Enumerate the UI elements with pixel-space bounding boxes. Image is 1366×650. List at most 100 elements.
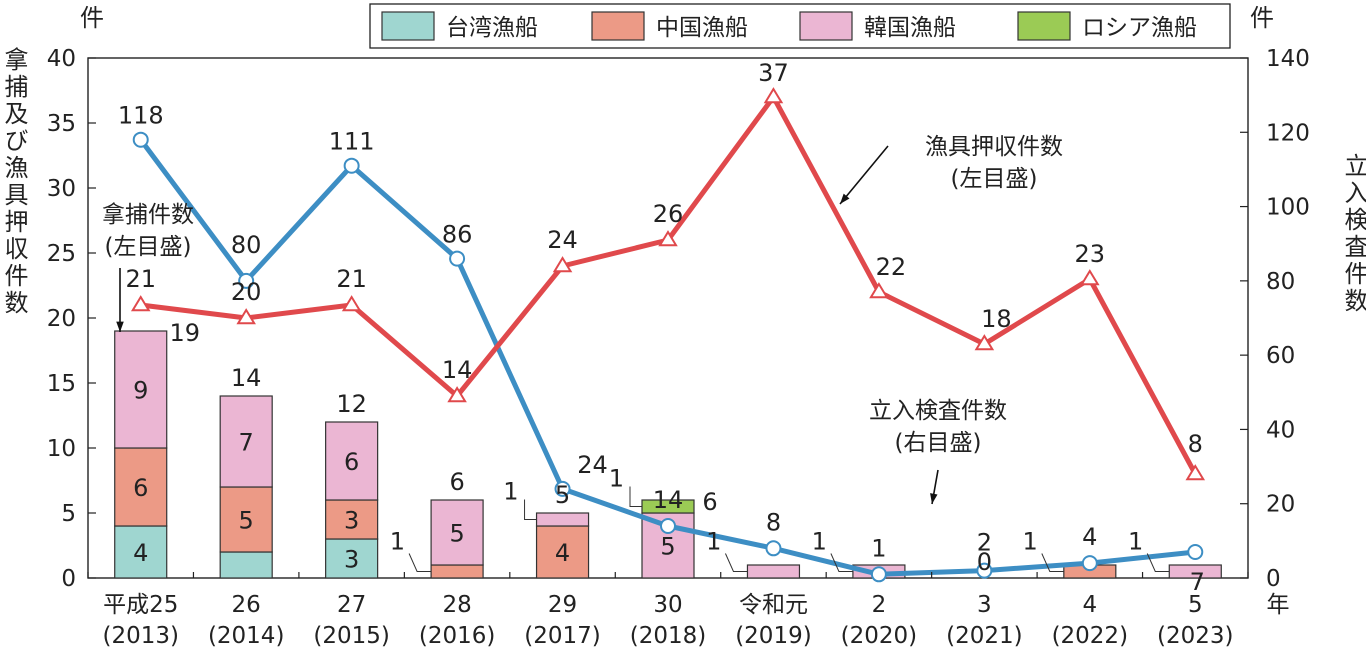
gear-seizure-label: 22 <box>876 253 907 281</box>
bar-segment-2 <box>430 499 484 566</box>
bar-segment-label: 3 <box>344 546 359 574</box>
bar-total-label: 19 <box>169 319 200 347</box>
left-tick-label: 40 <box>47 46 76 72</box>
gear-seizure-label: 21 <box>125 265 156 293</box>
x-tick-label: 4 <box>1082 592 1097 618</box>
x-year-label: (2013) <box>102 623 178 649</box>
gear-seizure-label: 24 <box>547 226 578 254</box>
bar-total-label: 6 <box>702 488 717 516</box>
legend-swatch <box>381 11 435 41</box>
x-year-label: (2015) <box>313 623 389 649</box>
legend-label: 韓国漁船 <box>864 15 956 41</box>
bar-segment-1 <box>219 486 273 553</box>
inspection-label: 4 <box>1082 523 1097 551</box>
bar-segment-0 <box>219 551 273 579</box>
annotation-gear-sub: (左目盛) <box>951 166 1038 192</box>
point-gear-seizures <box>447 386 467 403</box>
point-inspections <box>1187 544 1204 560</box>
gear-seizure-label: 26 <box>653 200 684 228</box>
point-gear-seizures <box>1080 269 1100 286</box>
left-axis-title: 拿捕及び漁具押収件数 <box>0 47 28 317</box>
left-tick-label: 30 <box>47 176 76 202</box>
legend-swatch <box>799 11 853 41</box>
gear-seizure-label: 20 <box>231 278 262 306</box>
bar-segment-label: 1 <box>1023 528 1038 556</box>
point-inspections <box>870 566 887 583</box>
gear-seizure-label: 14 <box>442 356 473 384</box>
bar-segment-label: 9 <box>133 377 148 405</box>
inspection-label: 7 <box>1190 568 1205 596</box>
right-tick-label: 60 <box>1266 343 1295 369</box>
legend-label: ロシア漁船 <box>1082 15 1197 41</box>
x-tick-label: 28 <box>442 592 471 618</box>
left-tick-label: 25 <box>47 241 76 267</box>
bar-segment-label: 7 <box>239 429 254 457</box>
bar-segment-label: 6 <box>344 448 359 476</box>
point-inspections <box>343 157 360 174</box>
gear-arrow <box>839 145 889 205</box>
x-tick-label: 3 <box>977 592 992 618</box>
point-gear-seizures <box>236 308 256 325</box>
inspection-label: 111 <box>329 128 375 156</box>
x-year-label: (2018) <box>630 623 706 649</box>
gear-arrow-head <box>840 193 850 204</box>
x-tick-label: 平成25 <box>103 592 178 618</box>
right-tick-label: 0 <box>1266 566 1281 592</box>
bar-segment-1 <box>535 525 590 579</box>
gear-seizure-label: 21 <box>336 265 367 293</box>
arrests-arrow-head <box>116 321 124 332</box>
right-tick-label: 140 <box>1266 46 1310 72</box>
annotation-arrests-sub: (左目盛) <box>105 234 192 260</box>
lines <box>130 87 1206 583</box>
right-axis-unit: 件 <box>1250 4 1274 32</box>
point-gear-seizures <box>1185 464 1206 481</box>
bar-segment-label: 4 <box>133 539 148 567</box>
bar-total-label: 0 <box>977 548 992 576</box>
leader-line <box>830 553 853 572</box>
right-tick-label: 20 <box>1266 492 1295 518</box>
leader-line <box>724 553 748 572</box>
inspection-label: 24 <box>577 451 608 479</box>
point-gear-seizures <box>341 295 362 312</box>
inspection-label: 118 <box>118 102 164 130</box>
x-tick-label: 5 <box>1188 592 1203 618</box>
annotations: 拿捕件数 (左目盛) 漁具押収件数 (左目盛) 立入検査件数 (右目盛) <box>102 134 1063 505</box>
annotation-inspection-sub: (右目盛) <box>895 430 982 456</box>
x-year-label: (2019) <box>735 623 811 649</box>
annotation-arrests: 拿捕件数 <box>102 201 194 228</box>
right-tick-label: 40 <box>1266 417 1295 443</box>
annotation-inspection: 立入検査件数 <box>869 398 1007 424</box>
inspection-label: 1 <box>871 534 886 562</box>
x-year-label: (2017) <box>524 623 600 649</box>
gear-seizure-label: 23 <box>1075 240 1106 268</box>
inspection-arrow-head <box>930 493 938 504</box>
right-axis-title: 立入検査件数 <box>1340 153 1366 315</box>
bar-segment-label: 5 <box>239 507 254 535</box>
bar-segment-1 <box>325 499 379 540</box>
leader-line <box>524 499 537 520</box>
bar-segment-1 <box>114 447 168 527</box>
left-tick-label: 0 <box>61 566 76 592</box>
x-year-label: (2021) <box>946 623 1022 649</box>
point-gear-seizures <box>658 230 678 247</box>
x-year-label: (2016) <box>419 623 495 649</box>
point-inspections <box>765 540 782 557</box>
point-inspections <box>1081 555 1098 572</box>
bar-total-label: 12 <box>336 390 367 418</box>
bar-segment-label: 6 <box>133 474 148 502</box>
x-year-label: (2020) <box>841 623 917 649</box>
leader-line <box>1041 553 1064 572</box>
leader-line <box>408 553 432 572</box>
left-tick-label: 5 <box>61 501 76 527</box>
point-gear-seizures <box>974 334 995 351</box>
leader-line <box>1146 553 1170 572</box>
point-inspections <box>660 518 676 534</box>
leader-line <box>629 486 642 507</box>
left-tick-label: 35 <box>47 111 76 137</box>
x-tick-label: 29 <box>548 592 577 618</box>
x-year-label: (2014) <box>208 623 284 649</box>
bar-segment-2 <box>746 564 801 579</box>
point-gear-seizures <box>763 87 784 104</box>
